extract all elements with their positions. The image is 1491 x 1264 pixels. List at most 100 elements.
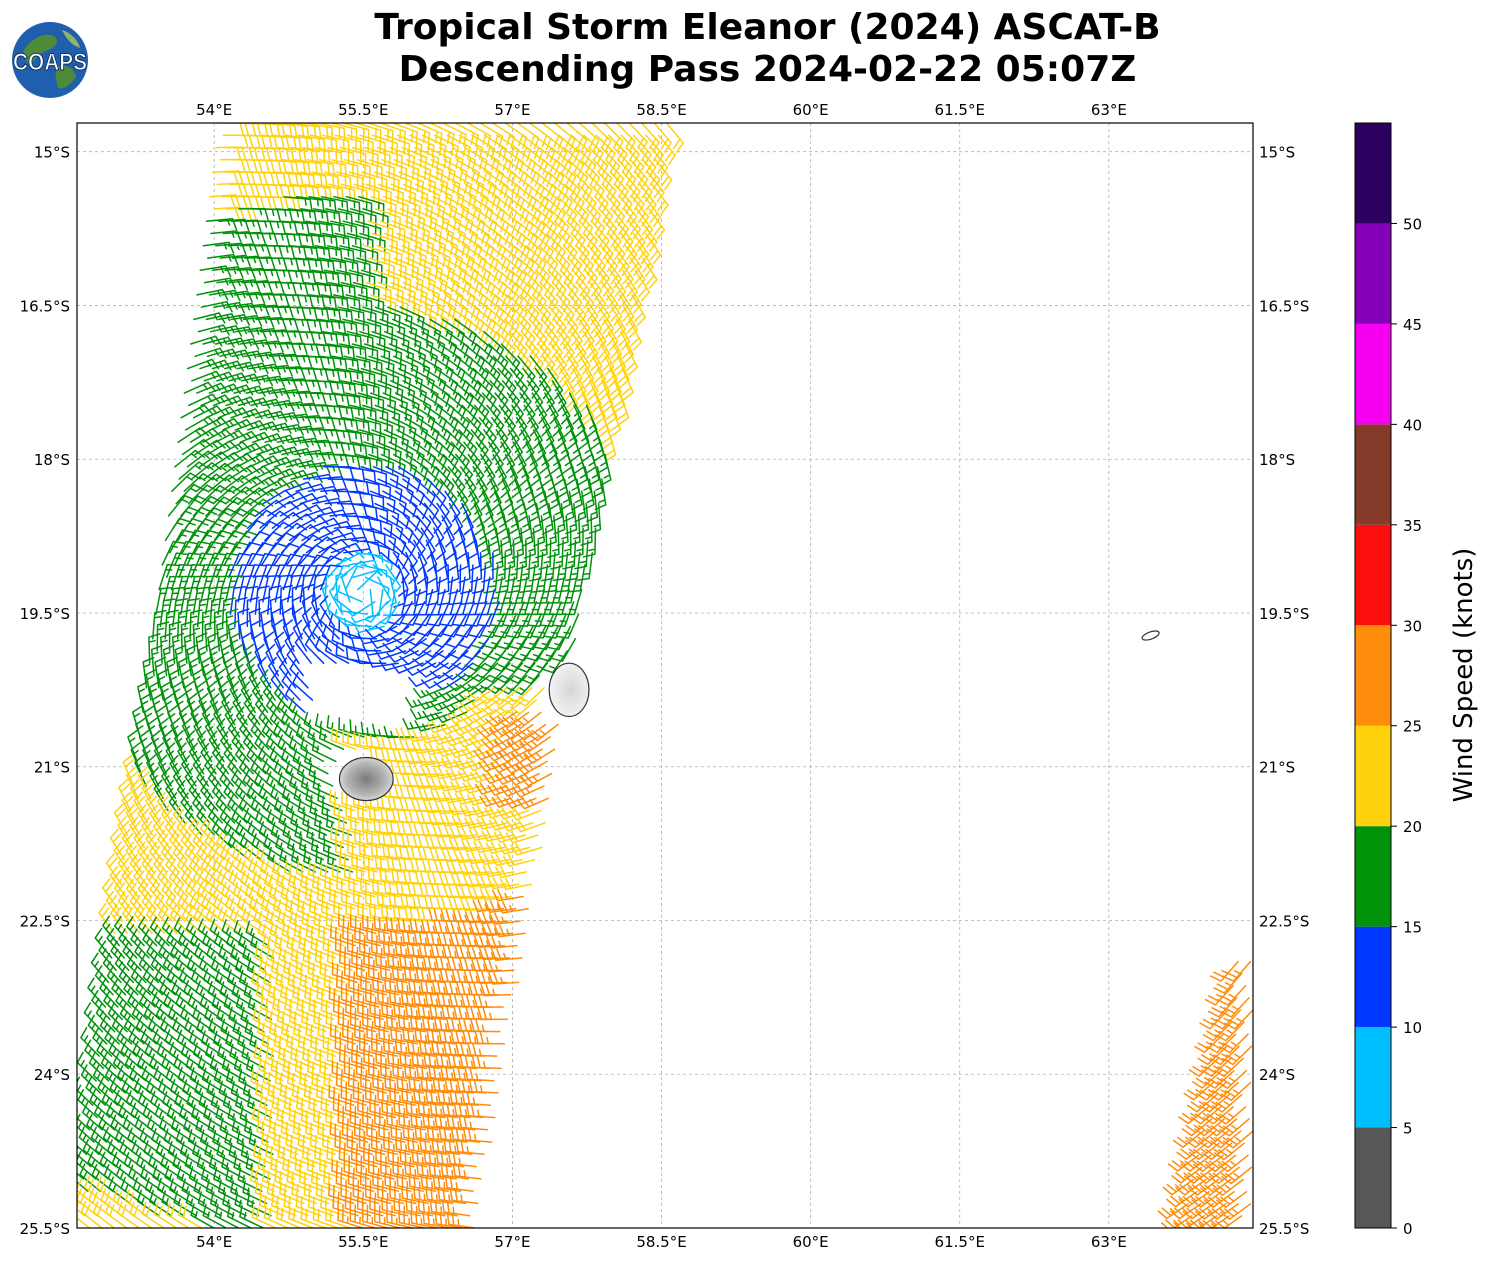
wind-barb: [151, 991, 173, 1021]
wind-barb: [119, 1003, 141, 1033]
wind-barb: [471, 959, 503, 972]
wind-barb: [387, 1148, 415, 1168]
wind-barb: [370, 195, 397, 217]
wind-barb: [388, 893, 418, 910]
wind-barb: [395, 637, 427, 655]
wind-barb: [177, 427, 210, 443]
lat-tick-label-left: 21°S: [34, 759, 70, 777]
wind-barb: [308, 762, 334, 787]
wind-barb: [245, 1155, 271, 1180]
wind-barb: [380, 551, 402, 581]
wind-barb: [193, 312, 226, 324]
wind-barb: [467, 1043, 498, 1057]
wind-barb: [288, 1206, 314, 1228]
wind-barb: [254, 1180, 280, 1205]
wind-barb: [278, 810, 303, 836]
wind-barb: [244, 1019, 269, 1045]
wind-barb: [439, 722, 472, 735]
wind-barb: [508, 232, 531, 262]
wind-barb: [641, 257, 658, 290]
wind-barb: [541, 502, 554, 535]
wind-barb: [279, 984, 305, 1008]
wind-barb: [484, 806, 517, 819]
wind-barb: [268, 884, 293, 910]
wind-barb: [437, 1187, 467, 1205]
wind-barb: [364, 245, 391, 266]
wind-barb: [485, 748, 519, 762]
wind-barb: [354, 1122, 381, 1143]
wind-barb: [327, 380, 357, 397]
wind-barb: [1221, 1166, 1253, 1185]
wind-barb: [228, 1006, 253, 1033]
wind-barb: [297, 232, 327, 249]
wind-barb: [382, 588, 396, 616]
wind-barb: [343, 453, 372, 471]
wind-barb: [469, 392, 490, 423]
wind-barb: [472, 674, 503, 694]
wind-barb: [222, 956, 247, 984]
wind-barb: [269, 1156, 296, 1180]
wind-barb: [384, 1075, 412, 1094]
wind-barb: [335, 1073, 363, 1094]
wind-barb: [173, 879, 194, 910]
wind-barb: [328, 888, 355, 910]
wind-barb: [260, 134, 290, 150]
wind-barb: [444, 490, 461, 523]
wind-barb: [536, 478, 548, 511]
wind-barb: [287, 873, 313, 898]
wind-barb: [404, 751, 436, 765]
wind-barb: [337, 913, 365, 935]
wind-barb: [275, 971, 301, 996]
wind-barb: [231, 981, 256, 1008]
wind-barb: [277, 772, 301, 800]
wind-barb: [1193, 1033, 1224, 1054]
wind-barb: [240, 1007, 265, 1033]
wind-barb: [389, 1185, 417, 1205]
wind-barb: [339, 950, 366, 971]
wind-barb: [496, 134, 520, 162]
wind-barb: [536, 208, 558, 238]
wind-barb: [264, 146, 295, 162]
wind-barb: [161, 1053, 184, 1082]
wind-barb: [82, 1138, 105, 1168]
wind-barb: [312, 621, 332, 652]
wind-barb: [361, 1111, 389, 1131]
wind-barb: [311, 1071, 338, 1094]
wind-barb: [206, 680, 219, 714]
wind-barb: [405, 696, 438, 709]
wind-barb: [335, 573, 343, 603]
wind-barb: [270, 784, 293, 812]
wind-barb: [230, 769, 251, 800]
wind-barb: [385, 564, 402, 592]
wind-barb: [206, 1080, 231, 1106]
wind-barb: [420, 1077, 450, 1094]
wind-barb: [593, 294, 611, 326]
wind-barb: [307, 1194, 334, 1217]
wind-barb: [379, 868, 408, 885]
wind-barb: [521, 515, 534, 547]
wind-barb: [316, 887, 343, 910]
wind-barb: [246, 744, 267, 775]
wind-barb: [104, 1201, 128, 1228]
wind-barb: [279, 584, 294, 615]
wind-barb: [285, 798, 310, 824]
wind-barb: [241, 907, 265, 935]
wind-barb: [340, 573, 351, 603]
wind-barb: [285, 1132, 311, 1156]
wind-barb: [120, 1040, 142, 1070]
wind-barb: [468, 1079, 499, 1094]
wind-barb: [519, 736, 551, 753]
wind-barb: [428, 1162, 457, 1180]
wind-barb: [306, 1157, 333, 1180]
wind-barb: [249, 1032, 274, 1057]
wind-barb: [161, 879, 181, 910]
wind-barb: [392, 750, 424, 763]
wind-barb: [358, 1037, 386, 1057]
wind-barb: [447, 711, 480, 725]
wind-barb: [167, 1140, 192, 1168]
wind-barb: [410, 1210, 439, 1228]
wind-barb: [398, 1112, 426, 1131]
wind-barb: [338, 536, 371, 549]
wind-barb: [156, 1177, 181, 1205]
